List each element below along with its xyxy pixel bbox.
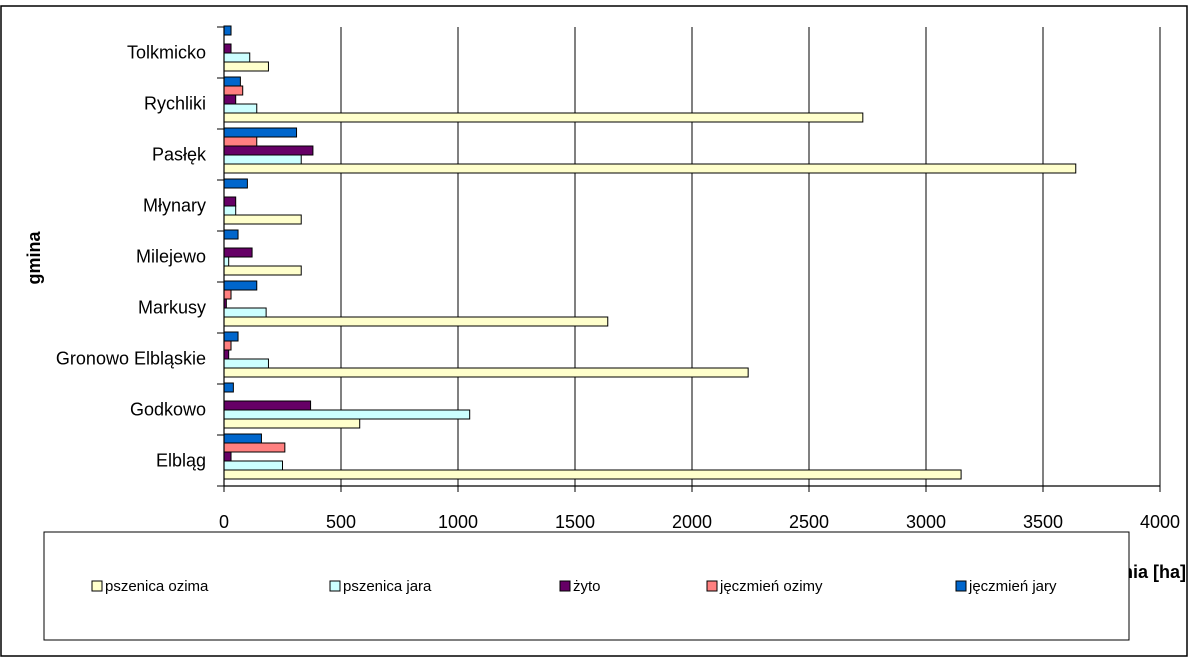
- bar: [223, 163, 1077, 174]
- bar: [223, 340, 232, 351]
- bar: [223, 85, 244, 96]
- x-tick-label: 3000: [906, 512, 946, 532]
- x-tick-label: 1500: [555, 512, 595, 532]
- bar: [223, 409, 471, 420]
- bar: [223, 196, 237, 207]
- bar: [223, 433, 262, 444]
- x-tick-label: 0: [219, 512, 229, 532]
- bar: [223, 442, 286, 453]
- x-tick-label: 500: [326, 512, 356, 532]
- legend-label: jęczmień ozimy: [719, 578, 823, 595]
- bar: [223, 136, 258, 147]
- x-tick-label: 2000: [672, 512, 712, 532]
- bar: [223, 460, 283, 471]
- bar: [223, 418, 361, 429]
- bar: [223, 76, 241, 87]
- category-label: Milejewo: [136, 247, 206, 267]
- bar: [223, 280, 258, 291]
- bar: [223, 316, 609, 327]
- bar: [223, 451, 232, 462]
- bar: [223, 382, 234, 393]
- bar: [223, 43, 232, 54]
- legend-swatch: [91, 580, 103, 592]
- legend: pszenica ozima pszenica jara żyto jęczmień …: [43, 531, 1130, 641]
- bar: [223, 25, 232, 36]
- category-label: Godkowo: [130, 400, 206, 420]
- legend-swatch: [955, 580, 967, 592]
- bar: [223, 205, 237, 216]
- bar: [223, 154, 302, 165]
- bar: [223, 112, 864, 123]
- x-tick-label: 3500: [1023, 512, 1063, 532]
- bar: [223, 127, 298, 138]
- category-label: Gronowo Elbląskie: [56, 349, 206, 369]
- x-tick-label: 1000: [438, 512, 478, 532]
- x-tick-label: 4000: [1140, 512, 1180, 532]
- bar: [223, 52, 251, 63]
- legend-swatch: [329, 580, 341, 592]
- bar: [223, 367, 749, 378]
- bar: [223, 289, 232, 300]
- legend-swatch: [559, 580, 571, 592]
- legend-label: jęczmień jary: [968, 578, 1057, 595]
- category-label: Tolkmicko: [127, 43, 206, 63]
- x-tick-label: 2500: [789, 512, 829, 532]
- legend-label: pszenica ozima: [105, 578, 209, 595]
- category-label: Pasłęk: [152, 145, 207, 165]
- bar: [223, 61, 269, 72]
- bar: [223, 145, 314, 156]
- bar: [223, 229, 239, 240]
- legend-label: pszenica jara: [343, 578, 432, 595]
- bar: [223, 214, 302, 225]
- bar: [223, 469, 962, 480]
- category-label: Markusy: [138, 298, 206, 318]
- bar: [223, 349, 230, 360]
- bar: [223, 103, 258, 114]
- bar: [223, 358, 269, 369]
- category-label: Młynary: [143, 196, 206, 216]
- legend-box: [43, 531, 1130, 641]
- bar: [223, 178, 248, 189]
- y-axis-title: gmina: [24, 231, 44, 285]
- bar: [223, 331, 239, 342]
- legend-swatch: [706, 580, 718, 592]
- bar: [223, 256, 230, 267]
- plot-area: Elbląg Godkowo Gronowo Elbląskie Markusy Mil…: [56, 25, 1180, 532]
- category-label: Elbląg: [156, 451, 206, 471]
- bar: [223, 265, 302, 276]
- category-label: Rychliki: [144, 94, 206, 114]
- bar: [223, 307, 267, 318]
- bar: [223, 94, 237, 105]
- bar: [223, 247, 253, 258]
- legend-label: żyto: [573, 578, 601, 595]
- bar: [223, 400, 312, 411]
